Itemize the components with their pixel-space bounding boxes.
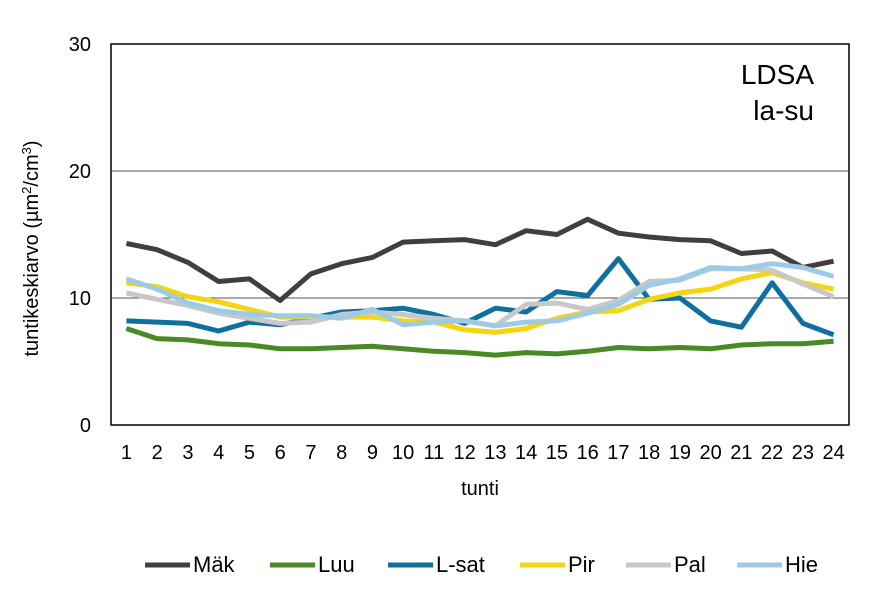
legend-label: Pal xyxy=(674,552,706,577)
y-axis-title-sup1: 2 xyxy=(19,187,34,194)
x-tick-label: 4 xyxy=(213,442,224,464)
x-tick-label: 1 xyxy=(121,442,132,464)
x-tick-label: 21 xyxy=(730,442,752,464)
x-tick-label: 16 xyxy=(577,442,599,464)
y-axis-title-base: tuntikeskiarvo (µm xyxy=(21,194,43,357)
legend-label: Hie xyxy=(785,552,818,577)
legend-label: L-sat xyxy=(436,552,485,577)
x-axis-ticks: 1 2 3 4 5 6 7 8 9 10 11 12 13 14 15 16 17 18 19 20 21 22 23 24 xyxy=(121,442,845,464)
x-tick-label: 10 xyxy=(392,442,414,464)
x-tick-label: 13 xyxy=(484,442,506,464)
legend: Mäk Luu L-sat Pir Pal Hie xyxy=(145,552,818,577)
x-tick-label: 7 xyxy=(305,442,316,464)
series-line-hie xyxy=(125,261,835,329)
x-tick-label: 24 xyxy=(823,442,845,464)
x-tick-label: 2 xyxy=(152,442,163,464)
plot-area-frame xyxy=(110,43,850,426)
x-tick-label: 20 xyxy=(700,442,722,464)
x-tick-label: 22 xyxy=(761,442,783,464)
gridlines xyxy=(111,170,849,299)
series-line-l-sat xyxy=(126,256,835,338)
x-tick-label: 12 xyxy=(454,442,476,464)
annotation-ldsa: LDSA xyxy=(741,59,814,90)
y-axis-title: tuntikeskiarvo (µm2/cm3) xyxy=(19,140,44,356)
x-tick-label: 3 xyxy=(182,442,193,464)
legend-label: Luu xyxy=(318,552,355,577)
series-line-luu xyxy=(125,326,834,358)
x-tick-label: 5 xyxy=(244,442,255,464)
x-tick-label: 14 xyxy=(515,442,537,464)
series-line-pir xyxy=(126,270,835,335)
x-tick-label: 15 xyxy=(546,442,568,464)
y-tick-label: 0 xyxy=(80,415,91,437)
y-axis-ticks: 0 10 20 30 xyxy=(69,34,91,437)
x-tick-label: 11 xyxy=(423,442,444,464)
x-axis-title: tunti xyxy=(461,478,499,500)
x-tick-label: 6 xyxy=(275,442,286,464)
y-tick-label: 20 xyxy=(69,161,91,183)
x-tick-label: 8 xyxy=(336,442,347,464)
y-tick-label: 10 xyxy=(69,288,91,310)
legend-label: Mäk xyxy=(193,552,236,577)
legend-label: Pir xyxy=(568,552,595,577)
y-axis-title-end: ) xyxy=(21,140,43,147)
x-tick-label: 19 xyxy=(669,442,691,464)
series-lines xyxy=(125,216,835,358)
y-axis-title-mid: /cm xyxy=(21,154,43,186)
y-axis-title-sup2: 3 xyxy=(19,147,34,154)
x-tick-label: 9 xyxy=(367,442,378,464)
series-line-m-k xyxy=(125,216,835,303)
x-tick-label: 18 xyxy=(638,442,660,464)
x-tick-label: 23 xyxy=(792,442,814,464)
y-tick-label: 30 xyxy=(69,34,91,56)
annotation-la-su: la-su xyxy=(753,95,814,126)
x-tick-label: 17 xyxy=(607,442,629,464)
